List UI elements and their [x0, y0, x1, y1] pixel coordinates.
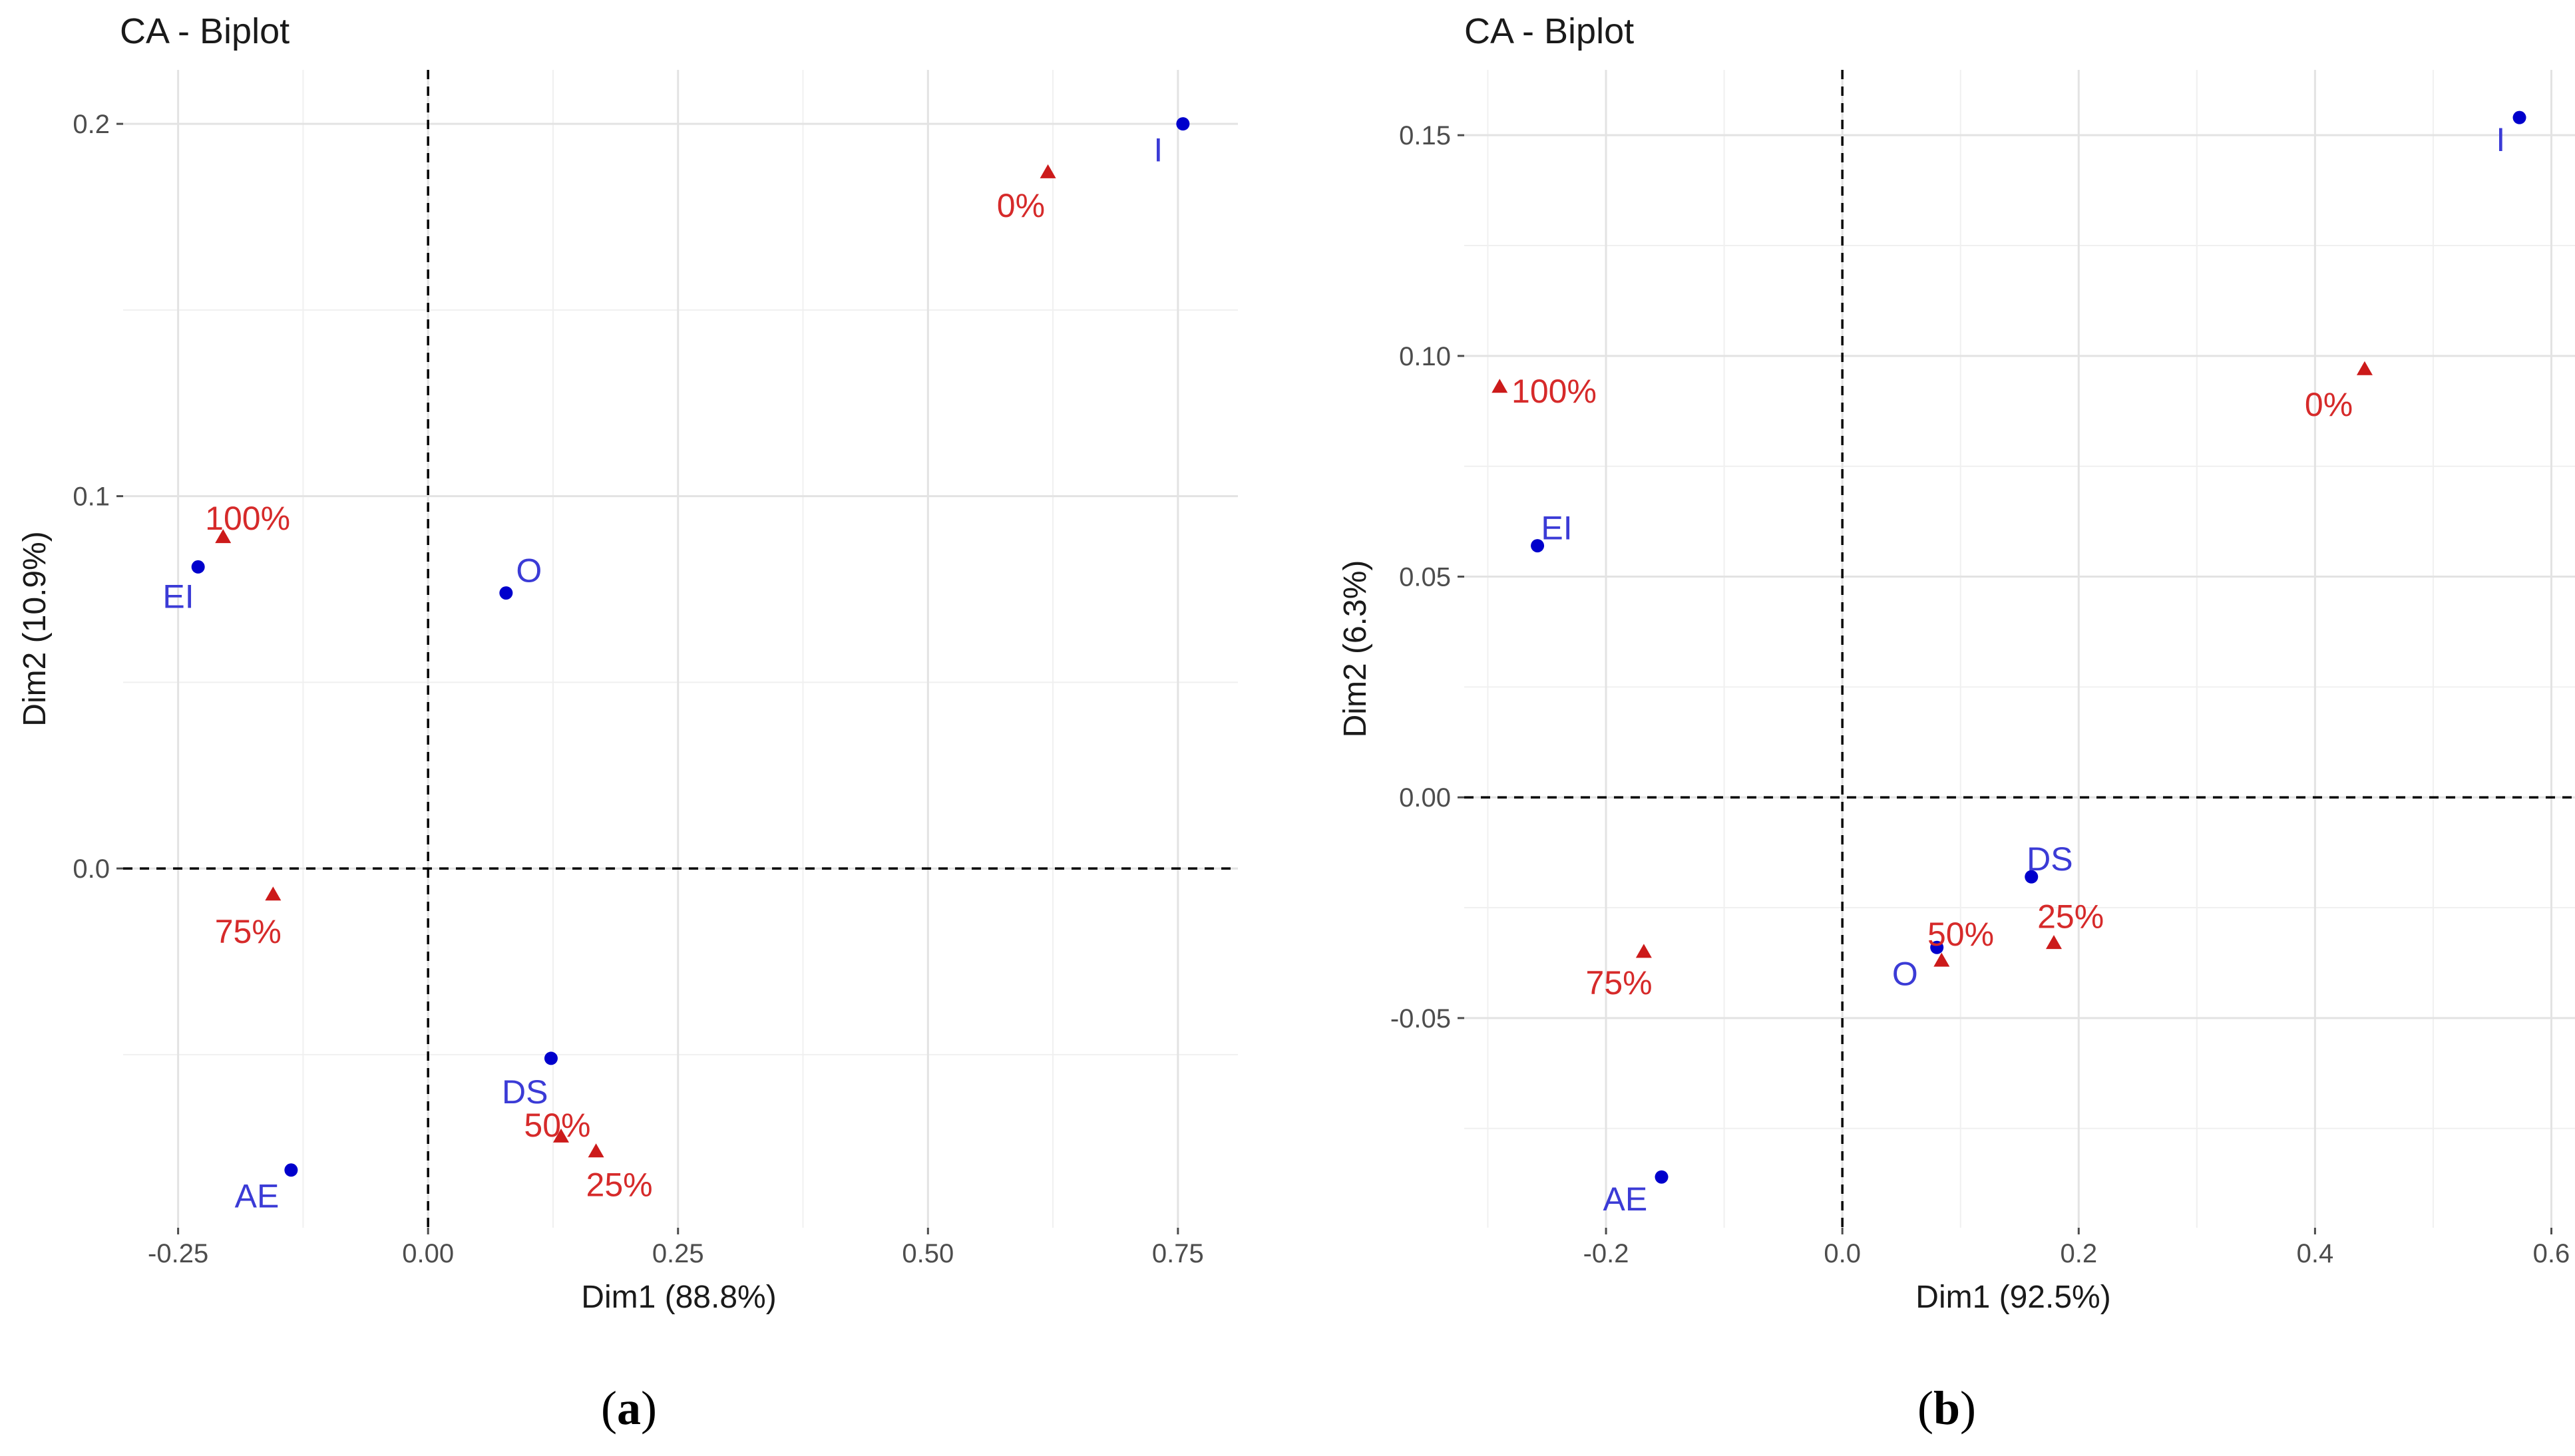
data-marks: I EI O DS AE 0% 100% 75% 50% 25% [162, 117, 1190, 1214]
row-label-ds: DS [502, 1073, 548, 1111]
x-tick-label: 0.25 [652, 1239, 704, 1268]
y-tick-label: 0.0 [73, 854, 110, 884]
row-point-o [1930, 940, 1944, 954]
column-point-50pct [1933, 952, 1950, 967]
gridlines [1464, 70, 2575, 1228]
column-point-50pct [552, 1128, 569, 1143]
row-label-ei: EI [1541, 510, 1572, 547]
x-tick-label: -0.2 [1583, 1239, 1629, 1268]
column-label-25pct: 25% [586, 1167, 653, 1204]
column-label-75pct: 75% [1586, 964, 1653, 1001]
y-axis-title: Dim2 (10.9%) [17, 531, 53, 726]
x-tick-label: 0.50 [902, 1239, 954, 1268]
row-label-i: I [1153, 131, 1163, 168]
panel-caption-b: (b) [1917, 1381, 1976, 1435]
row-label-ei: EI [162, 578, 194, 616]
y-tick-label: 0.15 [1399, 121, 1451, 150]
y-tick-label: 0.10 [1399, 342, 1451, 371]
column-point-75pct [1635, 944, 1652, 958]
column-label-50pct: 50% [524, 1107, 590, 1144]
gridlines [123, 70, 1238, 1228]
row-label-ds: DS [2027, 840, 2073, 878]
column-point-25pct [2045, 935, 2062, 950]
column-label-75pct: 75% [215, 913, 282, 950]
row-label-i: I [2496, 121, 2505, 158]
column-point-100pct [215, 529, 232, 544]
zero-reference-lines [1464, 70, 2575, 1228]
column-label-25pct: 25% [2037, 898, 2104, 935]
y-tick-labels: -0.05 0.00 0.05 0.10 0.15 [1390, 121, 1464, 1033]
row-point-ei [191, 560, 205, 574]
y-axis-title: Dim2 (6.3%) [1338, 560, 1373, 738]
x-tick-label: -0.25 [148, 1239, 208, 1268]
column-point-0pct [1040, 164, 1056, 178]
column-point-100pct [1491, 379, 1508, 393]
x-tick-label: 0.6 [2533, 1239, 2570, 1268]
row-label-o: O [1892, 956, 1918, 993]
row-point-ae [1655, 1170, 1669, 1184]
column-label-50pct: 50% [1927, 916, 1994, 953]
row-label-ae: AE [1603, 1181, 1648, 1218]
x-tick-label: 0.0 [1824, 1239, 1861, 1268]
zero-reference-lines [123, 70, 1238, 1228]
x-tick-label: 0.75 [1152, 1239, 1204, 1268]
row-point-ei [1531, 539, 1545, 553]
x-axis-title: Dim1 (88.8%) [581, 1280, 776, 1315]
biplot-panel-a: CA - Biplot -0.25 0.00 0.25 0.50 0.75 0.0 0.1… [17, 11, 1238, 1435]
column-label-0pct: 0% [997, 187, 1045, 224]
chart-title: CA - Biplot [120, 11, 290, 51]
row-label-o: O [516, 552, 542, 590]
x-tick-labels: -0.2 0.0 0.2 0.4 0.6 [1583, 1228, 2570, 1268]
x-tick-label: 0.00 [402, 1239, 454, 1268]
x-tick-label: 0.4 [2297, 1239, 2334, 1268]
y-tick-label: 0.00 [1399, 783, 1451, 813]
column-label-100pct: 100% [205, 500, 290, 537]
row-point-ds [544, 1051, 558, 1065]
row-point-ds [2025, 870, 2039, 884]
row-point-ae [284, 1163, 298, 1177]
data-marks: I EI DS O AE 0% 100% 75% 50% 25% [1491, 110, 2526, 1218]
x-tick-label: 0.2 [2060, 1239, 2097, 1268]
x-tick-labels: -0.25 0.00 0.25 0.50 0.75 [148, 1228, 1204, 1268]
row-label-ae: AE [235, 1177, 280, 1214]
row-point-o [499, 586, 513, 600]
column-label-0pct: 0% [2305, 386, 2353, 423]
y-tick-label: 0.2 [73, 110, 110, 139]
y-tick-label: 0.05 [1399, 563, 1451, 592]
row-point-i [1176, 117, 1190, 131]
column-point-75pct [265, 886, 282, 901]
chart-title: CA - Biplot [1464, 11, 1634, 51]
y-tick-label: 0.1 [73, 482, 110, 512]
biplot-panel-b: CA - Biplot -0.2 0.0 0.2 0.4 0.6 -0.05 0.00 0.… [1338, 11, 2575, 1435]
x-axis-title: Dim1 (92.5%) [1915, 1280, 2110, 1315]
y-tick-labels: 0.0 0.1 0.2 [73, 110, 123, 884]
column-point-25pct [588, 1143, 604, 1158]
column-label-100pct: 100% [1511, 373, 1597, 410]
y-tick-label: -0.05 [1390, 1004, 1451, 1033]
column-point-0pct [2356, 361, 2373, 375]
panel-caption-a: (a) [601, 1381, 657, 1435]
row-point-i [2512, 110, 2526, 124]
